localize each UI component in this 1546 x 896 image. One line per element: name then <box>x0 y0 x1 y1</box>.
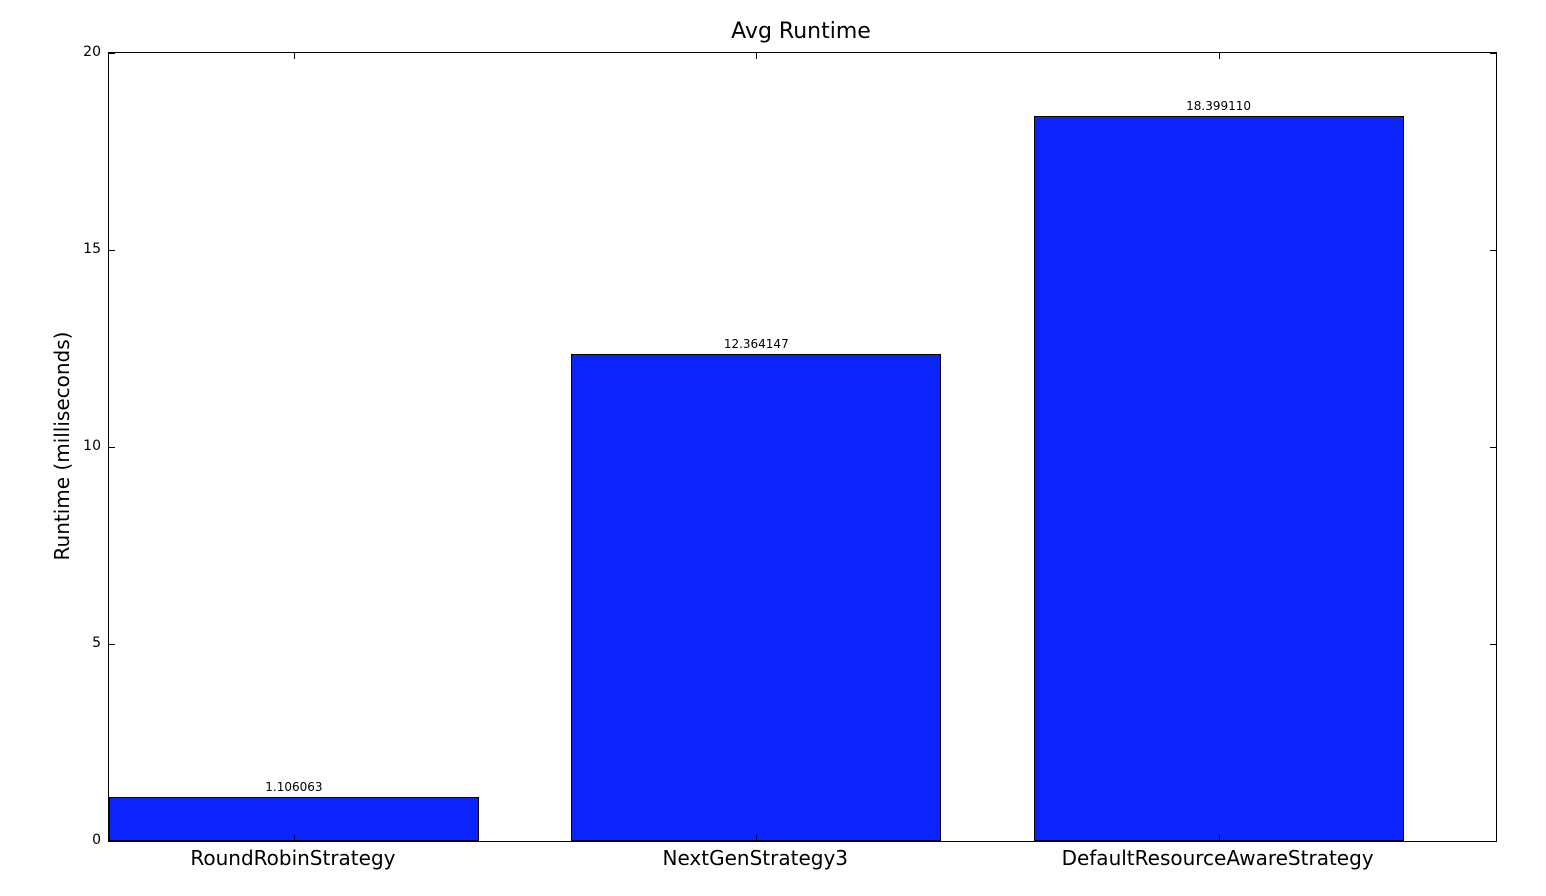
y-tick-mark-right <box>1490 53 1496 54</box>
y-tick-mark-right <box>1490 250 1496 251</box>
plot-area: 1.106063 12.364147 18.399110 <box>108 52 1497 842</box>
bar-value-label: 12.364147 <box>723 336 789 351</box>
bar <box>1033 116 1404 841</box>
y-tick-mark <box>109 644 115 645</box>
y-tick-mark <box>109 447 115 448</box>
y-tick-label: 15 <box>83 241 101 257</box>
bar-value-label: 18.399110 <box>1186 99 1252 114</box>
x-tick-mark-top <box>293 53 295 59</box>
y-axis-label: Runtime (milliseconds) <box>50 331 74 561</box>
y-tick-label: 5 <box>92 635 101 651</box>
y-tick-mark <box>109 53 115 54</box>
y-tick-mark-right <box>1490 644 1496 645</box>
y-tick-label: 20 <box>83 44 101 60</box>
x-tick-mark <box>756 835 758 841</box>
x-tick-mark-top <box>756 53 758 59</box>
bar-value-label: 1.106063 <box>265 780 323 795</box>
y-tick-label: 10 <box>83 438 101 454</box>
x-tick-mark-top <box>1218 53 1220 59</box>
x-tick-label: RoundRobinStrategy <box>190 846 396 870</box>
bar <box>109 797 479 841</box>
chart-title: Avg Runtime <box>731 19 871 44</box>
x-tick-mark <box>293 835 295 841</box>
bar <box>571 353 942 841</box>
y-tick-label: 0 <box>92 832 101 848</box>
x-tick-label: DefaultResourceAwareStrategy <box>1061 846 1374 870</box>
x-tick-label: NextGenStrategy3 <box>662 846 849 870</box>
y-tick-mark-right <box>1490 447 1496 448</box>
y-tick-mark-right <box>1490 841 1496 842</box>
y-tick-mark <box>109 841 115 842</box>
x-tick-mark <box>1218 835 1220 841</box>
y-tick-mark <box>109 250 115 251</box>
